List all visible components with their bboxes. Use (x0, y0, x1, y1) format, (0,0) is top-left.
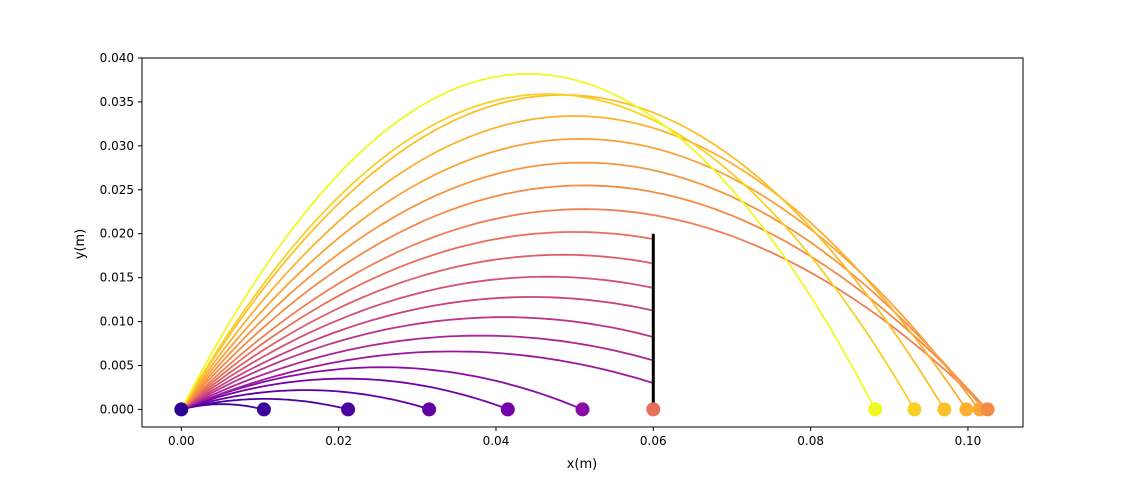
trajectory-line (180, 316, 654, 411)
trajectory-line (180, 334, 654, 411)
y-tick-label: 0.020 (100, 227, 134, 241)
x-tick-label: 0.08 (797, 434, 824, 448)
trajectory-line (180, 72, 876, 410)
trajectory-line (180, 253, 654, 411)
y-axis-ticks: 0.000 0.005 0.010 0.015 0.020 0.025 0.030 0.035… (100, 51, 142, 416)
landing-point (256, 402, 271, 417)
landing-point (868, 402, 883, 417)
trajectory-line (181, 389, 430, 411)
trajectory-curves (180, 72, 989, 412)
trajectory-line (180, 231, 654, 411)
trajectory-line (180, 350, 654, 411)
y-tick-label: 0.040 (100, 51, 134, 65)
landing-point (646, 402, 661, 417)
landing-point (959, 402, 974, 417)
x-axis-label: x(m) (567, 457, 598, 472)
x-tick-label: 0.10 (955, 434, 982, 448)
x-tick-label: 0.04 (483, 434, 510, 448)
trajectory-line (180, 93, 946, 410)
y-tick-label: 0.035 (100, 95, 134, 109)
trajectory-line (180, 161, 985, 410)
landing-point (937, 402, 952, 417)
x-tick-label: 0.06 (640, 434, 667, 448)
trajectory-line (181, 397, 349, 411)
landing-points (174, 402, 995, 417)
landing-point (980, 402, 995, 417)
trajectory-line (180, 137, 981, 412)
y-tick-label: 0.010 (100, 315, 134, 329)
landing-point (575, 402, 590, 417)
landing-point (341, 402, 356, 417)
trajectory-line (180, 184, 989, 411)
trajectory-line (180, 208, 989, 411)
landing-point (907, 402, 922, 417)
x-tick-label: 0.00 (168, 434, 195, 448)
y-tick-label: 0.025 (100, 183, 134, 197)
plot-frame (141, 57, 1024, 428)
trajectory-line (180, 296, 654, 411)
y-tick-label: 0.030 (100, 139, 134, 153)
x-axis-ticks: 0.00 0.02 0.04 0.06 0.08 0.10 (168, 427, 981, 448)
x-tick-label: 0.02 (325, 434, 352, 448)
y-axis-label: y(m) (73, 229, 88, 260)
landing-point (174, 402, 189, 417)
y-tick-label: 0.005 (100, 359, 134, 373)
trajectory-line (180, 366, 583, 411)
y-tick-label: 0.000 (100, 402, 134, 416)
landing-point (422, 402, 437, 417)
landing-point (500, 402, 515, 417)
trajectory-line (180, 275, 654, 411)
trajectory-line (180, 115, 968, 410)
trajectory-line (180, 93, 916, 410)
y-tick-label: 0.015 (100, 271, 134, 285)
trajectory-line (180, 377, 509, 411)
